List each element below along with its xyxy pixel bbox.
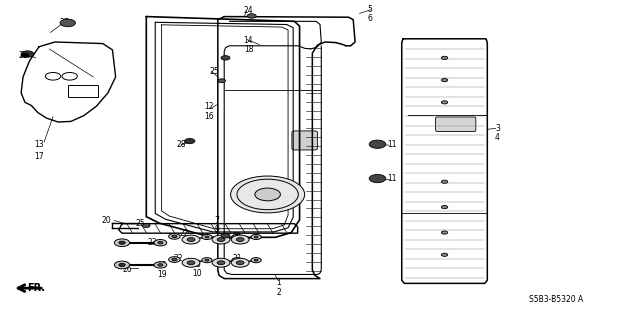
Circle shape [230,176,305,213]
Circle shape [154,262,167,268]
Text: 26: 26 [122,264,132,274]
Text: 9: 9 [214,225,219,234]
Circle shape [369,140,386,148]
Circle shape [442,205,448,209]
Text: 13: 13 [34,140,44,149]
Circle shape [158,264,163,266]
Circle shape [21,53,29,57]
Circle shape [169,234,180,239]
Circle shape [205,259,209,261]
Text: 15: 15 [157,261,166,271]
FancyBboxPatch shape [436,117,476,131]
Text: 6: 6 [367,14,372,23]
Circle shape [232,258,242,263]
Circle shape [231,258,249,267]
Circle shape [172,258,177,261]
Text: 28: 28 [176,140,186,149]
Circle shape [143,224,150,227]
Circle shape [221,56,230,60]
Circle shape [251,234,261,240]
Circle shape [442,253,448,256]
Text: 11: 11 [387,140,396,149]
Text: 19: 19 [157,270,166,279]
Circle shape [205,236,209,238]
Circle shape [442,78,448,82]
Circle shape [154,240,167,246]
Circle shape [217,261,225,265]
Text: 1: 1 [276,278,281,287]
Circle shape [115,261,130,269]
Text: 24: 24 [244,6,253,15]
Text: 17: 17 [34,152,44,161]
Circle shape [442,56,448,59]
Text: 16: 16 [204,112,214,121]
Text: 8: 8 [195,260,200,270]
Text: 5: 5 [367,5,372,14]
Circle shape [442,180,448,183]
Text: 2: 2 [276,288,281,297]
Text: 22: 22 [173,254,183,263]
Circle shape [369,174,386,183]
Text: 25: 25 [210,67,220,76]
Circle shape [236,261,244,265]
Text: 22: 22 [180,229,189,238]
Circle shape [218,79,225,83]
Circle shape [254,236,258,238]
Circle shape [255,188,280,201]
Text: 27: 27 [60,19,69,27]
Text: 10: 10 [193,269,202,278]
Circle shape [187,261,195,265]
Text: 23: 23 [148,238,157,247]
Circle shape [217,238,225,241]
Circle shape [251,258,261,263]
Circle shape [202,234,212,240]
Circle shape [21,51,34,57]
Text: 21: 21 [232,232,242,241]
Circle shape [182,235,200,244]
Text: 11: 11 [387,174,396,183]
Circle shape [169,257,180,263]
Circle shape [184,138,195,144]
Circle shape [187,238,195,241]
Text: 20: 20 [101,216,111,225]
Circle shape [158,241,163,244]
Circle shape [172,235,177,238]
Text: 18: 18 [244,45,253,55]
Circle shape [254,259,258,261]
Text: FR.: FR. [27,283,45,293]
Circle shape [212,258,230,267]
Circle shape [232,234,242,240]
Text: 4: 4 [495,133,500,142]
Text: S5B3-B5320 A: S5B3-B5320 A [529,295,584,304]
Circle shape [119,241,125,244]
Circle shape [182,258,200,267]
Circle shape [247,14,256,18]
Circle shape [236,238,244,241]
Text: 7: 7 [214,216,219,225]
Circle shape [235,259,239,261]
Text: 14: 14 [244,36,253,45]
Circle shape [60,19,76,27]
Circle shape [221,234,230,238]
Circle shape [235,236,239,238]
Circle shape [231,235,249,244]
Text: 25: 25 [135,219,145,227]
Text: 27: 27 [18,51,28,60]
Text: 3: 3 [495,124,500,133]
Text: 21: 21 [232,254,242,263]
Circle shape [212,235,230,244]
Circle shape [442,231,448,234]
Circle shape [202,258,212,263]
Text: 12: 12 [204,102,214,111]
Circle shape [442,101,448,104]
Circle shape [119,263,125,267]
FancyBboxPatch shape [292,131,317,150]
Circle shape [115,239,130,247]
